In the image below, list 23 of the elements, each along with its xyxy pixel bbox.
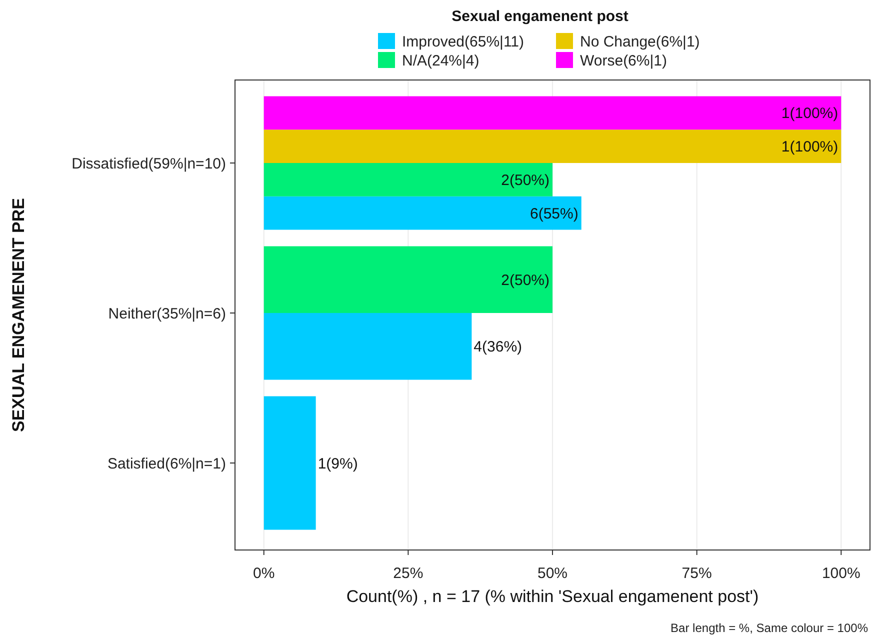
legend-label: No Change(6%|1) [580, 33, 700, 50]
legend-label: Worse(6%|1) [580, 52, 667, 70]
text: Bar length = %, Same colour = 100% [670, 621, 868, 635]
data-label: 1(100%) [781, 105, 838, 122]
legend-label: Improved(65%|11) [402, 33, 524, 50]
data-label: 4(36%) [474, 338, 522, 356]
x-tick-label: 75% [682, 565, 712, 582]
legend-title: Sexual engamenent post [452, 8, 628, 25]
y-axis-title: SEXUAL ENGAMENENT PRE [9, 198, 28, 432]
y-tick-label: Satisfied(6%|n=1) [107, 455, 226, 472]
x-axis-title: Count(%) , n = 17 (% within 'Sexual engamenent post') [346, 587, 759, 606]
data-label: 1(9%) [318, 455, 358, 472]
x-tick-label: 100% [822, 565, 860, 582]
data-label: 6(55%) [530, 205, 578, 222]
y-tick-label: Dissatisfied(59%|n=10) [72, 155, 226, 172]
data-label: 2(50%) [501, 272, 550, 289]
x-tick-label: 50% [537, 565, 568, 582]
legend-label: N/A(24%|4) [402, 52, 480, 70]
data-label: 1(100%) [781, 138, 838, 156]
x-tick-label: 25% [393, 565, 424, 582]
data-label: 2(50%) [501, 172, 550, 189]
x-tick-label: 0% [253, 565, 275, 582]
y-tick-label: Neither(35%|n=6) [108, 305, 226, 322]
